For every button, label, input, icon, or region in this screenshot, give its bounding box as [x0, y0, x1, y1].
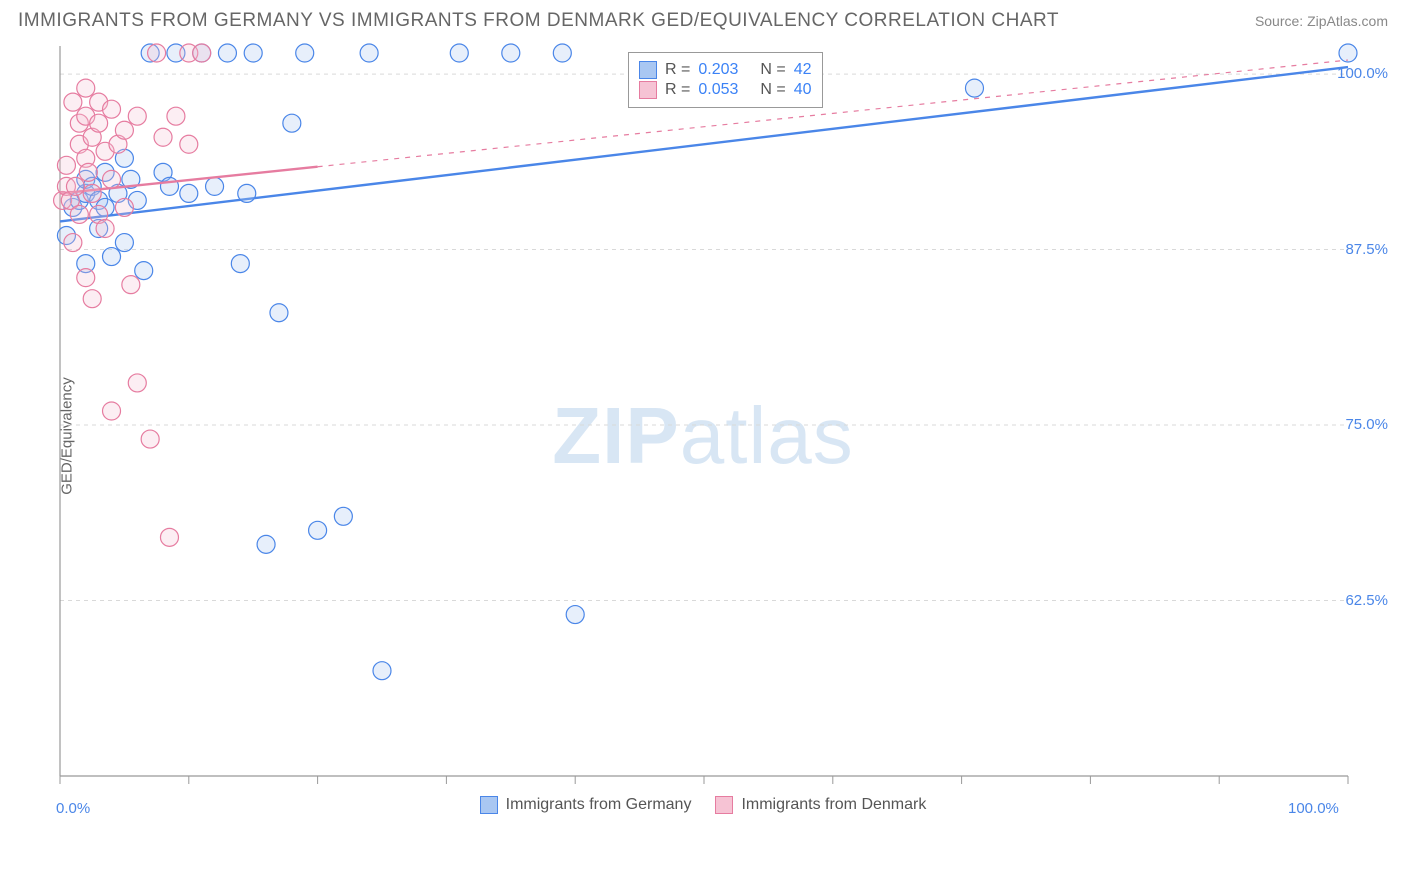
swatch-icon — [639, 81, 657, 99]
n-label: N = — [760, 61, 785, 79]
y-tick-label: 62.5% — [1345, 592, 1388, 609]
swatch-icon — [639, 61, 657, 79]
x-end-label-left: 0.0% — [56, 800, 90, 817]
chart-title: IMMIGRANTS FROM GERMANY VS IMMIGRANTS FR… — [18, 10, 1059, 32]
legend-label: Immigrants from Germany — [506, 796, 692, 814]
legend-label: Immigrants from Denmark — [741, 796, 926, 814]
r-label: R = — [665, 61, 690, 79]
legend-item-denmark: Immigrants from Denmark — [715, 796, 926, 814]
r-label: R = — [665, 81, 690, 99]
stat-legend: R = 0.203 N = 42 R = 0.053 N = 40 — [628, 52, 823, 108]
swatch-icon — [715, 796, 733, 814]
r-value: 0.053 — [698, 81, 738, 99]
stat-row-germany: R = 0.203 N = 42 — [639, 61, 812, 79]
title-bar: IMMIGRANTS FROM GERMANY VS IMMIGRANTS FR… — [0, 0, 1406, 36]
y-tick-label: 100.0% — [1337, 65, 1388, 82]
chart-svg — [48, 36, 1388, 836]
x-end-label-right: 100.0% — [1288, 800, 1339, 817]
r-value: 0.203 — [698, 61, 738, 79]
bottom-legend: Immigrants from Germany Immigrants from D… — [0, 796, 1406, 814]
n-label: N = — [760, 81, 785, 99]
n-value: 40 — [794, 81, 812, 99]
swatch-icon — [480, 796, 498, 814]
stat-row-denmark: R = 0.053 N = 40 — [639, 81, 812, 99]
y-tick-label: 87.5% — [1345, 241, 1388, 258]
chart-area: GED/Equivalency ZIPatlas R =0.203N =42R … — [0, 36, 1406, 836]
y-tick-label: 75.0% — [1345, 416, 1388, 433]
source-label: Source: ZipAtlas.com — [1255, 13, 1388, 29]
legend-item-germany: Immigrants from Germany — [480, 796, 692, 814]
n-value: 42 — [794, 61, 812, 79]
